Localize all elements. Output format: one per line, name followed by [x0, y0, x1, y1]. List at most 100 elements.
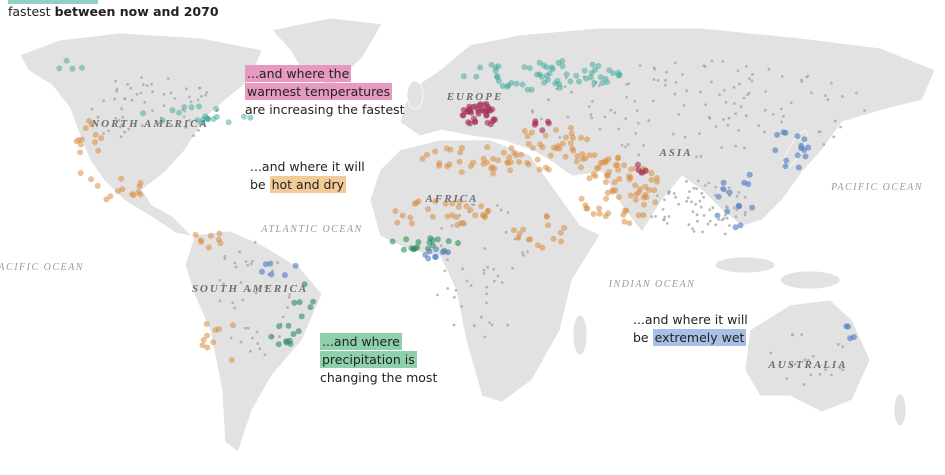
- city-dot: [661, 208, 665, 211]
- city-dot: [829, 81, 833, 85]
- city-dot: [767, 67, 771, 71]
- city-dot: [173, 97, 177, 100]
- city-dot: [424, 151, 430, 158]
- city-dot: [513, 80, 520, 87]
- city-dot: [432, 148, 439, 155]
- city-dot: [616, 194, 622, 201]
- city-dot: [749, 204, 756, 211]
- city-dot: [782, 115, 785, 118]
- city-dot: [672, 192, 676, 195]
- city-dot: [218, 299, 222, 303]
- city-dot: [727, 116, 731, 120]
- city-dot: [699, 205, 703, 209]
- city-dot: [708, 219, 712, 223]
- city-dot: [456, 158, 463, 165]
- city-dot: [710, 59, 714, 63]
- city-dot: [677, 113, 681, 116]
- city-dot: [422, 251, 429, 258]
- city-dot: [210, 339, 217, 346]
- city-dot: [490, 155, 497, 162]
- city-dot: [714, 185, 718, 189]
- city-dot: [596, 205, 603, 212]
- city-dot: [98, 135, 105, 142]
- city-dot: [531, 110, 534, 114]
- city-dot: [63, 57, 70, 64]
- city-dot: [583, 75, 590, 82]
- city-dot: [734, 215, 738, 219]
- city-dot: [562, 153, 569, 160]
- city-dot: [92, 131, 99, 138]
- city-dot: [543, 213, 550, 219]
- city-dot: [119, 186, 126, 193]
- city-dot: [723, 232, 727, 236]
- city-dot: [482, 272, 486, 275]
- city-dot: [614, 162, 621, 169]
- city-dot: [102, 132, 105, 136]
- city-dot: [609, 187, 616, 194]
- city-dot: [204, 344, 211, 351]
- annotation-line: ...and where it will: [250, 158, 365, 176]
- city-dot: [714, 125, 718, 128]
- city-dot: [452, 295, 456, 299]
- city-dot: [449, 200, 456, 207]
- city-dot: [547, 98, 550, 102]
- city-dot: [591, 100, 594, 103]
- city-dot: [544, 76, 551, 83]
- city-dot: [481, 101, 488, 108]
- city-dot: [736, 69, 740, 73]
- city-dot: [287, 295, 291, 299]
- city-dot: [276, 261, 279, 265]
- city-dot: [734, 112, 738, 115]
- city-dot: [292, 262, 299, 269]
- city-dot: [184, 125, 188, 128]
- city-dot: [197, 237, 204, 244]
- city-dot: [255, 330, 259, 334]
- continent-label: AFRICA: [425, 193, 479, 205]
- city-dot: [604, 79, 611, 86]
- city-dot: [439, 244, 443, 248]
- city-dot: [140, 124, 144, 127]
- city-dot: [96, 115, 100, 119]
- city-dot: [640, 201, 647, 208]
- city-dot: [667, 215, 671, 218]
- city-dot: [698, 132, 701, 136]
- city-dot: [268, 333, 275, 340]
- city-dot: [739, 105, 743, 109]
- city-dot: [576, 78, 582, 85]
- header-text: fastest: [8, 4, 51, 19]
- sumatra-borneo: [714, 256, 776, 274]
- new-zealand: [893, 393, 907, 427]
- city-dot: [458, 169, 465, 176]
- city-dot: [524, 133, 531, 140]
- city-dot: [726, 123, 730, 127]
- city-dot: [130, 98, 134, 102]
- city-dot: [667, 191, 671, 195]
- continent-label: SOUTH AMERICA: [192, 283, 308, 295]
- city-dot: [586, 152, 593, 159]
- annotation-line: ...and where: [320, 333, 437, 351]
- city-dot: [286, 306, 289, 309]
- city-dot: [115, 89, 118, 93]
- city-dot: [665, 222, 669, 225]
- city-dot: [746, 93, 750, 97]
- city-dot: [625, 95, 628, 99]
- city-dot: [633, 99, 637, 103]
- city-dot: [480, 315, 483, 319]
- city-dot: [504, 230, 508, 234]
- city-dot: [495, 157, 502, 164]
- city-dot: [810, 91, 813, 95]
- city-dot: [278, 335, 281, 339]
- city-dot: [774, 131, 781, 138]
- city-dot: [82, 125, 89, 132]
- city-dot: [720, 179, 727, 186]
- city-dot: [399, 212, 406, 219]
- cut-highlight: [8, 0, 98, 4]
- city-dot: [285, 322, 292, 329]
- city-dot: [246, 326, 250, 330]
- city-dot: [126, 83, 130, 86]
- city-dot: [642, 144, 645, 147]
- city-dot: [613, 111, 617, 115]
- city-dot: [637, 153, 641, 157]
- city-dot: [129, 86, 133, 90]
- city-dot: [225, 119, 232, 126]
